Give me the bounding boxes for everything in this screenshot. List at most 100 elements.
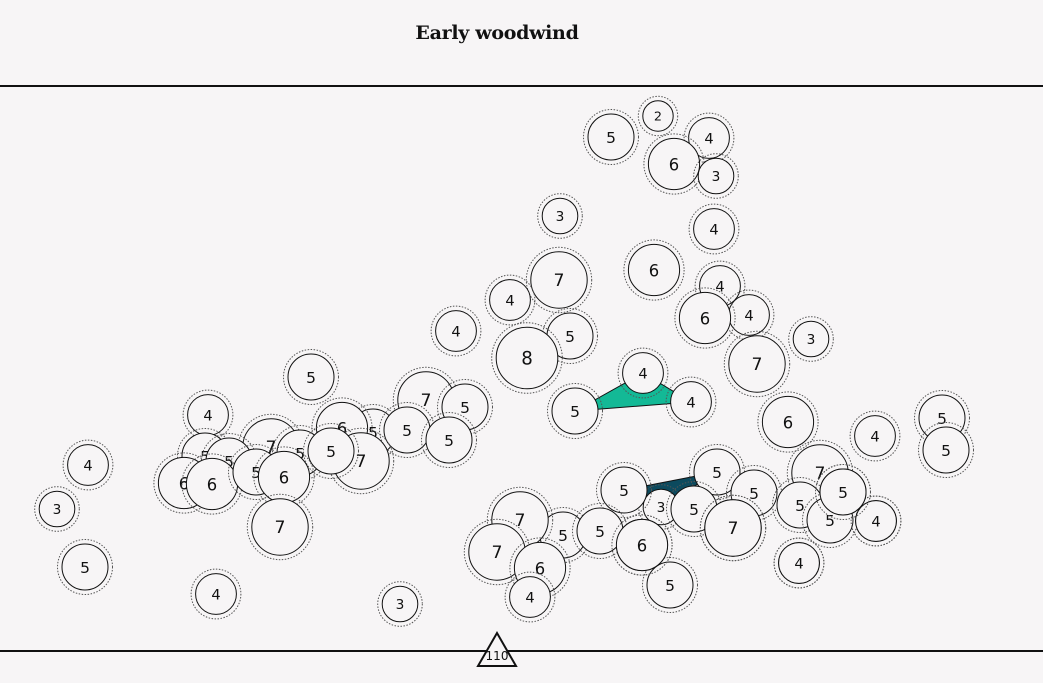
node-n11[interactable]: 4 [484,274,536,326]
node-circle [647,137,701,191]
node-n55[interactable]: 3 [377,581,423,627]
node-n44[interactable]: 4 [62,439,114,491]
node-n65[interactable]: 4 [504,571,556,623]
node-halo [683,112,735,164]
node-circle [587,113,635,161]
node-n5[interactable]: 3 [693,153,739,199]
node-n7[interactable]: 4 [688,203,740,255]
node-halo [583,109,639,165]
node-n29[interactable]: 5 [421,412,477,468]
node-label: 7 [266,438,277,458]
node-n45[interactable]: 3 [34,486,80,532]
node-n22[interactable]: 5 [547,383,603,439]
node-n43[interactable]: 6 [253,446,315,508]
node-label: 5 [402,422,412,440]
node-label: 7 [515,511,526,531]
node-label: 5 [570,403,580,421]
node-n31[interactable]: 4 [849,410,901,462]
node-circle [541,197,579,235]
node-label: 6 [649,262,659,281]
node-n12[interactable]: 4 [723,289,775,341]
node-n16[interactable]: 3 [788,316,834,362]
node-halo [190,568,242,620]
node-label: 4 [870,429,879,446]
node-halo [62,439,114,491]
node-halo [665,376,717,428]
node-halo [918,422,974,478]
node-n74[interactable]: 6 [611,514,673,576]
node-halo [377,581,423,627]
node-n4[interactable]: 6 [643,133,705,195]
node-circle [489,279,531,321]
node-n67[interactable]: 5 [57,539,113,595]
node-label: 6 [337,420,347,439]
node-circle [530,251,588,309]
node-label: 2 [654,110,662,125]
node-n14[interactable]: 4 [430,305,482,357]
node-label: 6 [535,560,545,579]
node-label: 5 [368,424,378,442]
node-n13[interactable]: 6 [674,287,736,349]
node-halo [537,193,583,239]
node-n72[interactable]: 5 [815,464,871,520]
node-circle [38,490,76,528]
node-n18[interactable]: 7 [723,330,791,398]
node-n6[interactable]: 3 [537,193,583,239]
node-n20[interactable]: 4 [617,347,669,399]
node-n19[interactable]: 5 [283,349,339,405]
node-label: 5 [665,577,675,595]
node-n15[interactable]: 5 [542,308,598,364]
node-n63[interactable]: 7 [463,518,531,586]
node-halo [182,389,234,441]
marker-label: 110 [486,649,509,663]
node-n73[interactable]: 4 [773,537,825,589]
node-n25[interactable]: 4 [182,389,234,441]
node-circle [728,335,786,393]
node-n3[interactable]: 4 [683,112,735,164]
node-halo [611,514,673,576]
node-n42[interactable]: 5 [303,423,359,479]
node-halo [283,349,339,405]
node-halo [421,412,477,468]
node-n17[interactable]: 8 [491,322,563,394]
node-circle [855,500,897,542]
node-circle [693,208,735,250]
node-label: 5 [606,129,616,147]
node-circle [61,543,109,591]
node-label: 7 [815,464,826,484]
node-circle [195,573,237,615]
node-label: 4 [704,131,713,148]
node-n9[interactable]: 6 [623,239,685,301]
node-n2[interactable]: 5 [583,109,639,165]
node-n33[interactable]: 5 [918,422,974,478]
node-halo [850,495,902,547]
node-halo [547,383,603,439]
node-label: 6 [700,310,710,329]
node-circle [792,320,830,358]
node-n21[interactable]: 4 [665,376,717,428]
node-n8[interactable]: 7 [525,246,593,314]
node-halo [542,308,598,364]
node-halo [693,153,739,199]
node-circle [287,353,335,401]
node-n70[interactable]: 7 [699,494,767,562]
node-n66[interactable]: 5 [642,557,698,613]
node-halo [723,330,791,398]
node-n61[interactable]: 4 [190,568,242,620]
node-circle [854,415,896,457]
position-marker[interactable]: 110 [476,630,518,667]
node-label: 4 [794,556,803,573]
node-halo [504,571,556,623]
node-halo [246,493,314,561]
node-halo [849,410,901,462]
node-n51[interactable]: 5 [596,462,652,518]
node-n50[interactable]: 7 [246,493,314,561]
node-n40[interactable]: 6 [181,453,243,515]
node-halo [57,539,113,595]
node-label: 7 [492,543,503,563]
node-n1[interactable]: 2 [637,95,679,137]
node-n71[interactable]: 4 [850,495,902,547]
node-n26[interactable]: 6 [757,391,819,453]
node-label: 7 [752,355,763,375]
